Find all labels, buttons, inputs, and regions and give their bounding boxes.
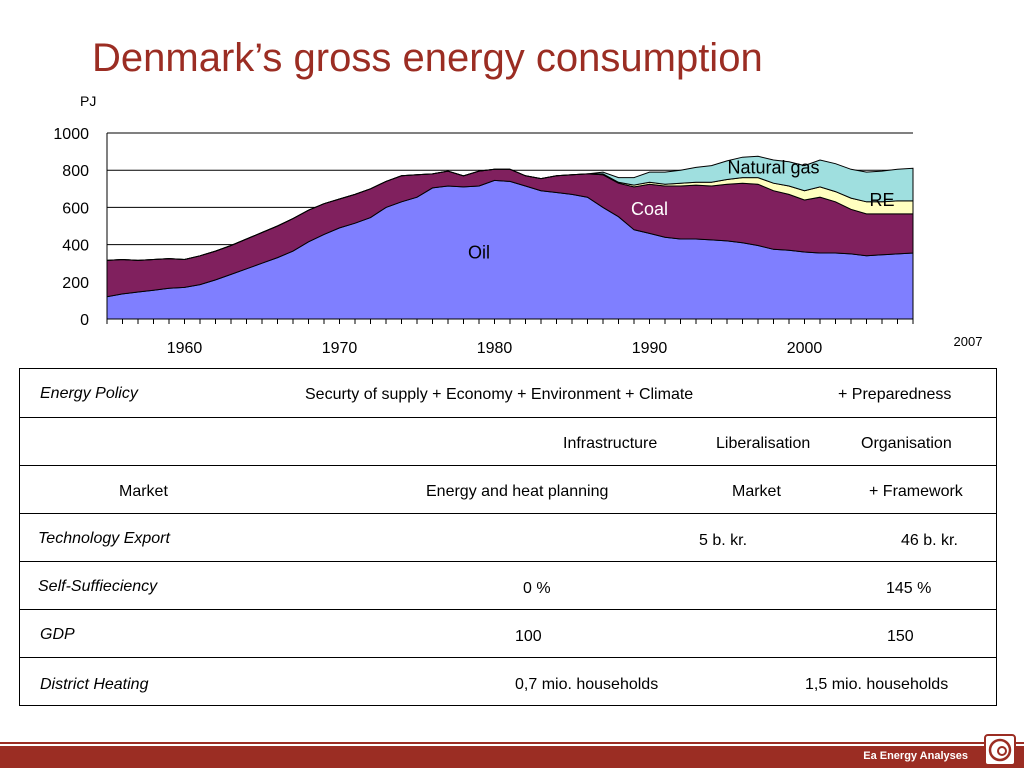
- row-value: 0,7 mio. households: [515, 676, 659, 693]
- table-row-district-heating: District Heating 0,7 mio. households 1,5…: [20, 657, 996, 705]
- series-label-oil: Oil: [468, 243, 490, 263]
- ea-logo-icon: [984, 734, 1016, 766]
- row-value: 100: [515, 628, 542, 645]
- footer-brand: Ea Energy Analyses: [863, 750, 968, 762]
- slide-title: Denmark’s gross energy consumption: [92, 36, 763, 80]
- row-value: Market: [732, 483, 781, 500]
- row-value: 145 %: [886, 580, 932, 597]
- y-tick-label: 0: [80, 312, 89, 329]
- row-value: Organisation: [861, 435, 952, 452]
- area-series-natural-gas: [106, 155, 914, 261]
- stacked-area-chart: 0 200 400 600 800 1000 1960 1970 1980 1990 2000 200…: [53, 93, 983, 357]
- row-value: 5 b. kr.: [699, 532, 748, 549]
- row-value: + Framework: [869, 483, 963, 500]
- series-label-natural-gas: Natural gas: [727, 157, 819, 177]
- x-tick-label: 1980: [477, 340, 513, 357]
- row-value: 150: [887, 628, 914, 645]
- y-tick-label: 800: [62, 163, 89, 180]
- x-tick-label: 1990: [632, 340, 668, 357]
- x-tick-label: 2000: [787, 340, 823, 357]
- y-tick-label: 400: [62, 238, 89, 255]
- row-label: GDP: [40, 626, 75, 643]
- table-row-technology-export: Technology Export 5 b. kr. 46 b. kr.: [20, 513, 996, 561]
- row-value: + Preparedness: [838, 386, 952, 403]
- y-tick-label: 1000: [53, 126, 89, 143]
- row-label: Market: [119, 483, 168, 500]
- row-value: 0 %: [523, 580, 551, 597]
- row-value: 1,5 mio. households: [805, 676, 949, 693]
- series-label-coal: Coal: [631, 199, 668, 219]
- row-value: Securty of supply + Economy + Environmen…: [305, 386, 694, 403]
- row-value: Infrastructure: [563, 435, 658, 452]
- table-row-market: Market Energy and heat planning Market +…: [20, 465, 996, 513]
- row-label: Technology Export: [38, 530, 170, 547]
- row-value: 46 b. kr.: [901, 532, 958, 549]
- y-tick-label: 200: [62, 275, 89, 292]
- row-label: District Heating: [40, 676, 149, 693]
- table-row-gdp: GDP 100 150: [20, 609, 996, 657]
- x-tick-label: 1960: [167, 340, 203, 357]
- row-value: Liberalisation: [716, 435, 811, 452]
- row-label: Energy Policy: [40, 385, 138, 402]
- y-axis-label: PJ: [80, 93, 96, 109]
- series-label-re: RE: [869, 190, 894, 210]
- x-tick-label: 1970: [322, 340, 358, 357]
- table-row-themes: Infrastructure Liberalisation Organisati…: [20, 417, 996, 465]
- table-row-self-sufficiency: Self-Suffieciency 0 % 145 %: [20, 561, 996, 609]
- footer-bar: [0, 746, 1024, 768]
- table-row-energy-policy: Energy Policy Securty of supply + Econom…: [20, 369, 996, 417]
- x-end-label: 2007: [954, 334, 983, 349]
- footer-divider: [0, 742, 1024, 744]
- y-tick-label: 600: [62, 200, 89, 217]
- row-label: Self-Suffieciency: [38, 578, 158, 595]
- row-value: Energy and heat planning: [426, 483, 609, 500]
- policy-table: Energy Policy Securty of supply + Econom…: [19, 368, 997, 706]
